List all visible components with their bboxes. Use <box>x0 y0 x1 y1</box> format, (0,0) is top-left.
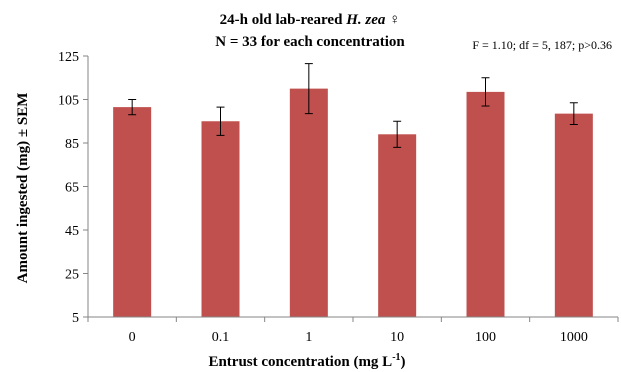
x-axis-label: Entrust concentration (mg L-1) <box>208 352 405 370</box>
y-tick-label: 45 <box>65 224 79 239</box>
x-tick-label: 0.1 <box>212 330 230 345</box>
x-tick-label: 10 <box>390 330 404 345</box>
y-tick-label: 25 <box>65 268 79 283</box>
x-tick-label: 1 <box>305 330 312 345</box>
stats-annotation: F = 1.10; df = 5, 187; p>0.36 <box>472 38 612 52</box>
x-tick-label: 100 <box>475 330 496 345</box>
y-axis-label: Amount ingested (mg) ± SEM <box>15 93 31 284</box>
error-bars-group <box>128 63 578 148</box>
y-ticks-group: 5 25 45 65 85 105 125 <box>58 50 88 326</box>
bars-group <box>113 88 593 317</box>
y-tick-label: 125 <box>58 50 79 65</box>
y-tick-label: 5 <box>72 311 79 326</box>
bar-100 <box>466 91 505 317</box>
bar-0.1 <box>201 121 240 317</box>
y-tick-label: 85 <box>65 137 79 152</box>
bar-1 <box>289 88 328 317</box>
axes-group <box>87 56 618 318</box>
x-ticks-group: 0 0.1 1 10 100 1000 <box>87 317 619 345</box>
y-tick-label: 65 <box>65 181 79 196</box>
chart-title-line1: 24-h old lab-reared H. zea ♀ <box>220 12 401 28</box>
x-tick-label: 0 <box>129 330 136 345</box>
x-tick-label: 1000 <box>560 330 588 345</box>
y-tick-label: 105 <box>58 94 79 109</box>
chart-title-line2: N = 33 for each concentration <box>215 34 405 50</box>
bar-1000 <box>554 113 593 317</box>
bar-0 <box>113 107 152 317</box>
bar-10 <box>378 134 417 317</box>
